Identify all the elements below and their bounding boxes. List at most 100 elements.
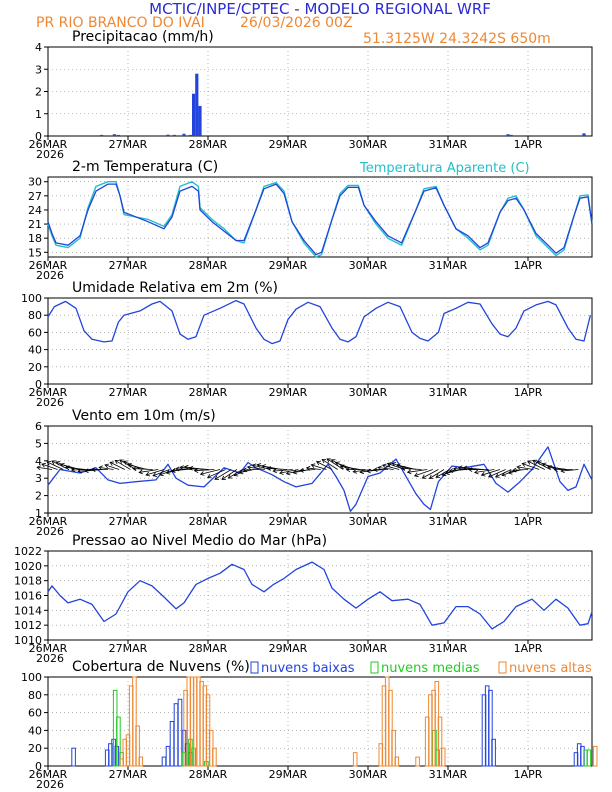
precip-bar — [509, 134, 513, 136]
wind-vector — [340, 465, 361, 470]
y-tick-label: 1022 — [14, 545, 42, 558]
plot-frame — [47, 176, 593, 258]
wind-vector-head — [272, 468, 277, 474]
x-tick-label-year: 2026 — [36, 396, 64, 409]
wind-vector-head — [109, 461, 115, 466]
wind-vector — [180, 466, 198, 470]
wind-vector-head — [152, 472, 158, 477]
wind-vector-head — [326, 458, 332, 463]
y-tick-label: 20 — [28, 742, 42, 755]
low-cloud-bar — [161, 756, 167, 767]
precip-bar — [506, 134, 510, 136]
x-tick-label: 28MAR — [189, 642, 228, 655]
wind-vector-head — [547, 465, 552, 470]
y-tick-label: 3 — [35, 63, 42, 76]
low-cloud-bar — [173, 703, 179, 767]
wind-vector-head — [428, 474, 434, 479]
x-tick-label: 1APR — [514, 515, 543, 528]
wind-vector-head — [441, 471, 447, 477]
wind-vector — [189, 467, 209, 470]
wind-vector-head — [560, 468, 565, 474]
wind-vector — [532, 460, 551, 470]
high-cloud-bar — [352, 752, 358, 767]
y-tick-label: 1 — [35, 507, 42, 520]
x-tick-label: 28MAR — [189, 386, 228, 399]
low-cloud-bar — [165, 745, 171, 767]
x-tick-label: 29MAR — [269, 515, 308, 528]
wind-vector — [522, 463, 540, 470]
x-tick-label: 1APR — [514, 259, 543, 272]
wind-vector-head — [138, 469, 143, 475]
y-tick-label: 100 — [21, 292, 42, 305]
wind-vector — [321, 459, 338, 470]
x-tick-label: 30MAR — [349, 515, 388, 528]
wind-vector-head — [46, 461, 52, 466]
wind-vector-head — [536, 460, 542, 465]
panel-title: Vento em 10m (m/s) — [72, 408, 216, 424]
high-cloud-bar — [135, 725, 140, 767]
wind-vector-head — [507, 469, 513, 475]
wind-vector-head — [51, 460, 56, 465]
plot-frame — [47, 297, 593, 385]
wind-vector-head — [553, 467, 558, 473]
wind-vector-head — [395, 463, 401, 468]
wind-vector-head — [391, 462, 397, 467]
y-tick-label: 1016 — [14, 590, 42, 603]
wind-vector-head — [127, 462, 132, 468]
x-tick-label: 1APR — [514, 642, 543, 655]
wind-vector-head — [227, 474, 233, 479]
wind-vector — [114, 460, 131, 470]
x-tick-label: 28MAR — [189, 138, 228, 151]
wind-vector-head — [339, 464, 345, 470]
y-tick-label: 0 — [35, 760, 42, 773]
wind-vector-head — [487, 473, 493, 478]
wind-vector — [127, 464, 148, 470]
wind-vector-head — [310, 463, 316, 468]
low-cloud-bar — [488, 689, 493, 767]
wind-vector-head — [474, 469, 479, 475]
wind-vector-head — [123, 460, 128, 465]
wind-vector — [311, 464, 327, 470]
x-tick-label: 29MAR — [269, 138, 308, 151]
wind-vector-head — [305, 465, 311, 471]
x-tick-label-year: 2026 — [36, 148, 64, 161]
x-tick-label: 30MAR — [349, 386, 388, 399]
wind-vector-head — [435, 473, 441, 478]
precip-bar — [188, 134, 192, 136]
y-tick-label: 4 — [35, 41, 42, 54]
y-tick-label: 0 — [35, 130, 42, 143]
location-label: PR RIO BRANCO DO IVAI — [36, 15, 205, 31]
wind-vector — [221, 469, 238, 480]
x-tick-label: 1APR — [514, 386, 543, 399]
wind-vector-head — [316, 460, 321, 466]
y-tick-label: 15 — [28, 246, 42, 259]
y-tick-label: 27 — [28, 190, 42, 203]
wind-vector — [247, 466, 265, 470]
wind-vector — [474, 469, 495, 473]
pressure-line — [47, 561, 593, 630]
wind-vector-head — [36, 465, 41, 471]
y-tick-label: 60 — [28, 326, 42, 339]
panel-title: Cobertura de Nuvens (%) — [72, 659, 250, 675]
wind-vector-head — [193, 468, 199, 473]
wind-vector-head — [421, 474, 427, 479]
wind-vector — [139, 469, 159, 473]
wind-vector — [435, 469, 450, 478]
high-cloud-bar — [388, 689, 393, 767]
y-tick-label: 80 — [28, 689, 42, 702]
y-tick-label: 80 — [28, 309, 42, 322]
wind-vector-head — [214, 475, 219, 480]
wind-vector — [207, 469, 226, 478]
wind-vector — [517, 466, 534, 470]
x-tick-label: 31MAR — [429, 768, 468, 781]
wind-vector — [429, 469, 445, 479]
panel-title: Pressao ao Nivel Medio do Mar (hPa) — [72, 533, 327, 549]
wind-vector-head — [261, 464, 266, 469]
wind-vector — [109, 461, 125, 470]
high-cloud-bar — [592, 745, 598, 767]
low-cloud-bar — [491, 738, 496, 767]
wind-vector-head — [453, 466, 458, 472]
